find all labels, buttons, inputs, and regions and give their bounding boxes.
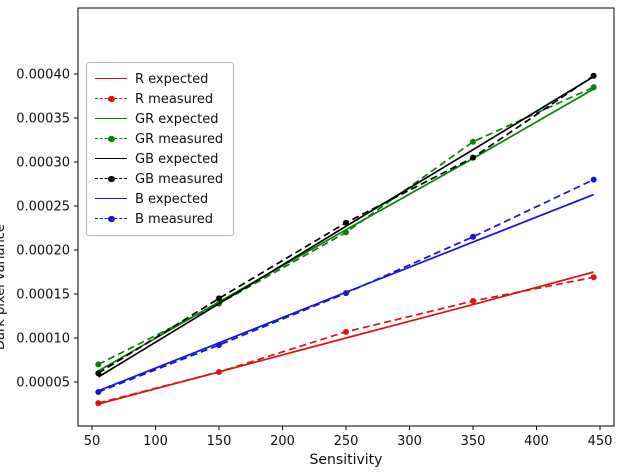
y-tick-label: 0.00030 [16, 156, 70, 171]
legend-line-sample [95, 172, 127, 186]
series-marker [343, 219, 349, 226]
x-tick-label: 450 [588, 434, 613, 449]
legend-label: GB expected [135, 151, 219, 167]
series-marker [590, 176, 597, 183]
series-marker [343, 328, 349, 335]
y-tick-label: 0.00020 [16, 244, 70, 259]
series-line-gb-expected [97, 75, 595, 378]
series-marker [470, 233, 477, 240]
legend-label: B expected [135, 191, 209, 207]
legend-line-sample [95, 72, 127, 86]
series-marker [470, 298, 477, 305]
series-marker [470, 154, 477, 161]
series-marker [215, 368, 222, 375]
x-tick-label: 200 [270, 434, 295, 449]
legend-line-sample [95, 212, 127, 226]
series-marker [95, 400, 102, 407]
legend-item-b-measured: B measured [95, 209, 223, 229]
y-tick-label: 0.00035 [16, 112, 70, 127]
legend-line-sample [95, 192, 127, 206]
y-tick-label: 0.00015 [16, 288, 70, 303]
series-marker [215, 342, 222, 349]
x-tick-label: 300 [397, 434, 422, 449]
legend-label: GR expected [135, 111, 219, 127]
legend-label: B measured [135, 211, 213, 227]
legend-line-sample [95, 152, 127, 166]
series-marker [343, 229, 349, 236]
legend-label: GB measured [135, 171, 224, 187]
legend-label: R expected [135, 71, 209, 87]
legend-line-sample [95, 132, 127, 146]
x-tick-label: 400 [524, 434, 549, 449]
legend-item-r-expected: R expected [95, 69, 223, 89]
series-marker [590, 274, 597, 281]
legend-item-r-measured: R measured [95, 89, 223, 109]
y-axis-label: Dark pixel variance [0, 224, 8, 350]
legend-line-sample [95, 92, 127, 106]
x-tick-label: 250 [334, 434, 359, 449]
legend-label: R measured [135, 91, 214, 107]
x-tick-label: 150 [207, 434, 232, 449]
series-marker [343, 290, 349, 297]
series-marker [95, 361, 102, 368]
legend-line-sample [95, 112, 127, 126]
legend-item-gr-expected: GR expected [95, 109, 223, 129]
y-tick-label: 0.00025 [16, 200, 70, 215]
legend-item-gb-measured: GB measured [95, 169, 223, 189]
series-marker [95, 389, 102, 396]
legend-label: GR measured [135, 131, 224, 147]
legend: R expected R measured GR expected GR mea… [86, 62, 235, 236]
x-axis-label: Sensitivity [309, 452, 383, 468]
series-marker [590, 72, 597, 79]
y-tick-label: 0.00005 [16, 376, 70, 391]
y-tick-label: 0.00040 [16, 68, 70, 83]
legend-item-gr-measured: GR measured [95, 129, 223, 149]
series-marker [590, 84, 597, 91]
x-tick-label: 50 [84, 434, 101, 449]
y-tick-label: 0.00010 [16, 332, 70, 347]
legend-item-gb-expected: GB expected [95, 149, 223, 169]
x-tick-label: 100 [143, 434, 168, 449]
series-marker [470, 138, 477, 145]
legend-item-b-expected: B expected [95, 189, 223, 209]
series-marker [95, 370, 102, 377]
series-marker [215, 295, 222, 302]
x-tick-label: 350 [461, 434, 486, 449]
